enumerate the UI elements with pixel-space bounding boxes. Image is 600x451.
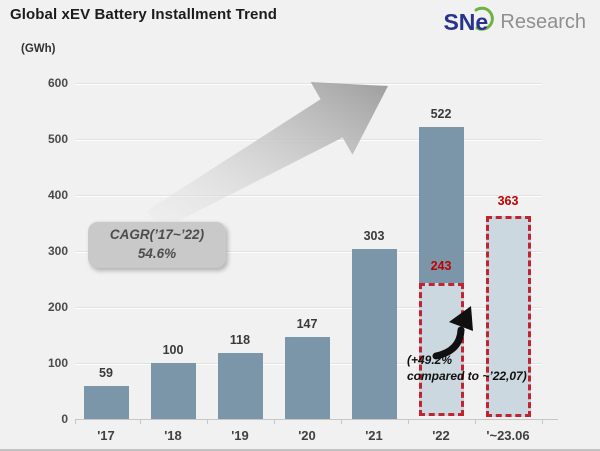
logo-sn: SN xyxy=(443,9,476,35)
logo-swoosh-icon xyxy=(474,6,495,31)
y-tick-label-100: 100 xyxy=(47,356,68,370)
bar-'20 xyxy=(284,336,330,419)
gridline-400 xyxy=(75,195,542,196)
x-axis-tick xyxy=(273,420,275,424)
bar-outline-'~23.06 xyxy=(485,215,531,417)
x-tick-label-'21: '21 xyxy=(365,428,383,443)
x-axis-tick xyxy=(139,420,141,424)
growth-arrow-icon xyxy=(147,82,388,231)
bar-value-'22: 522 xyxy=(430,106,452,121)
x-tick-label-'~23.06: '~23.06 xyxy=(486,428,530,443)
bar-value-'19: 118 xyxy=(229,332,251,347)
x-tick-label-'18: '18 xyxy=(164,428,182,443)
cagr-value: 54.6% xyxy=(137,245,177,261)
comparison-annotation: (+49.2% compared to ~’22,07) xyxy=(407,353,527,385)
sne-research-logo: SN e Research xyxy=(443,6,586,36)
comparison-line2: compared to ~’22,07) xyxy=(407,368,527,383)
comparison-line1: (+49.2% xyxy=(407,353,453,367)
bar-'22 xyxy=(418,126,464,283)
gridline-200 xyxy=(75,307,542,308)
page-title: Global xEV Battery Installment Trend xyxy=(10,6,278,23)
gridline-600 xyxy=(75,83,542,84)
y-tick-label-500: 500 xyxy=(47,132,68,146)
y-tick-label-600: 600 xyxy=(47,76,68,90)
bar-value-'21: 303 xyxy=(363,229,385,244)
bar-value-'20: 147 xyxy=(296,316,318,331)
bar-split-value-'22: 243 xyxy=(430,258,452,273)
y-tick-label-300: 300 xyxy=(47,244,68,258)
x-axis-tick xyxy=(75,420,76,424)
y-axis-unit-label: (GWh) xyxy=(21,43,56,55)
bar-value-'~23.06: 363 xyxy=(497,193,519,208)
x-axis-tick xyxy=(541,420,543,424)
bar-value-'17: 59 xyxy=(99,365,113,380)
bar-value-'18: 100 xyxy=(162,343,184,357)
cagr-badge: CAGR(’17~’22) 54.6% xyxy=(88,221,226,268)
growth-arrow-shape xyxy=(147,82,388,231)
x-tick-label-'19: '19 xyxy=(231,428,249,443)
x-tick-label-'17: '17 xyxy=(97,428,115,443)
curved-arrow-icon xyxy=(432,306,473,360)
bar-'17 xyxy=(83,385,129,419)
cagr-label: CAGR(’17~’22) xyxy=(109,227,205,243)
y-tick-label-400: 400 xyxy=(47,188,68,202)
gridline-300 xyxy=(75,251,542,252)
logo-sne-text: SN e xyxy=(443,6,495,36)
x-axis-tick xyxy=(340,420,342,424)
bar-'19 xyxy=(217,352,263,419)
y-tick-label-0: 0 xyxy=(61,412,68,426)
x-axis-tick xyxy=(206,420,208,424)
y-tick-label-200: 200 xyxy=(47,300,68,314)
bar-'21 xyxy=(351,249,397,419)
bar-'18 xyxy=(150,363,196,419)
x-tick-label-'22: '22 xyxy=(432,428,450,443)
x-axis-tick xyxy=(407,420,409,424)
x-axis-line xyxy=(75,419,558,420)
logo-research-text: Research xyxy=(500,11,586,33)
logo-e: e xyxy=(475,9,489,35)
x-axis-tick xyxy=(474,420,476,424)
x-tick-label-'20: '20 xyxy=(298,428,316,443)
